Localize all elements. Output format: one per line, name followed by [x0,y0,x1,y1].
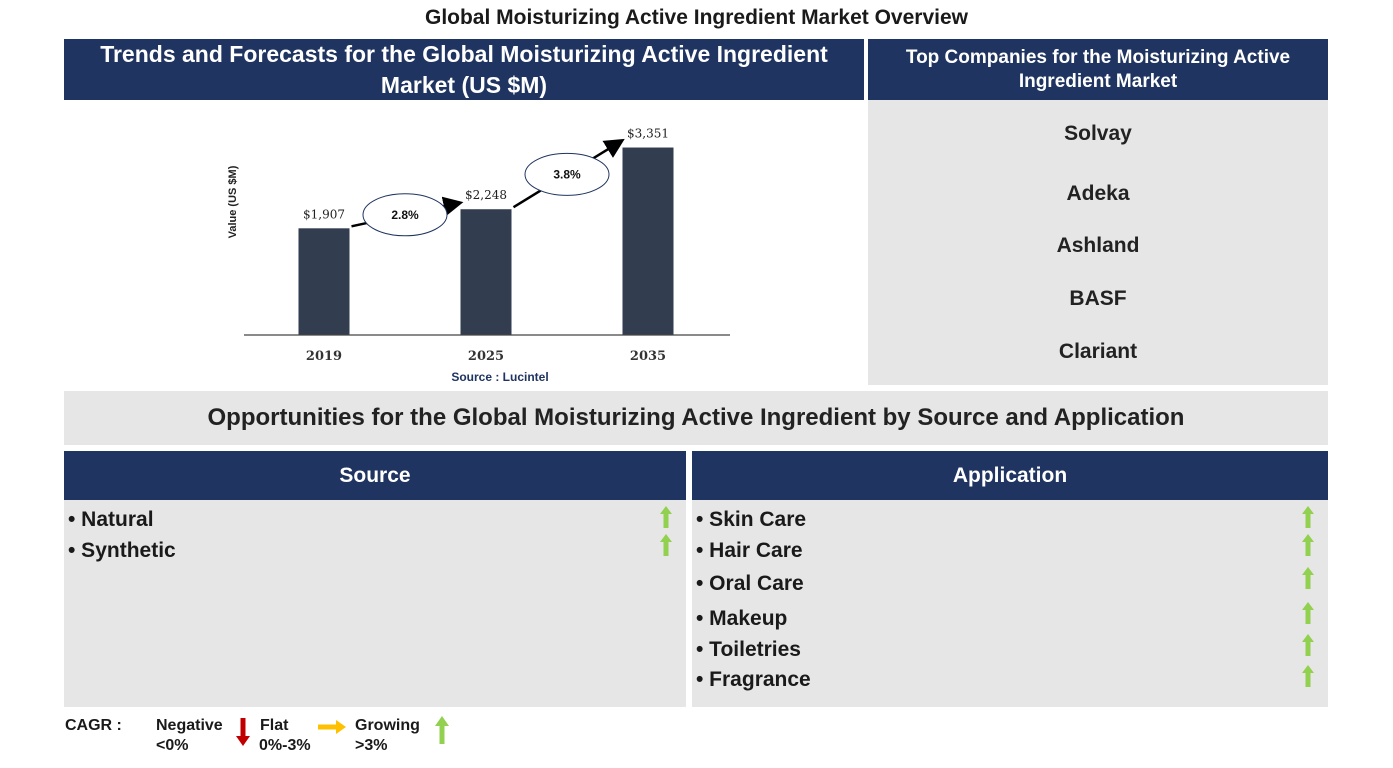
data-label: $2,248 [465,188,507,202]
source-item: • Natural [68,508,154,531]
source-list: • Natural • Synthetic [64,500,686,707]
company-item: Clariant [1058,340,1138,363]
company-item: Adeka [1066,182,1130,205]
application-item: • Makeup [696,607,788,630]
legend-negative-label: Negative [156,717,223,734]
application-item: • Toiletries [696,638,801,661]
application-item: • Skin Care [696,508,807,531]
up-arrow-icon [660,534,672,556]
company-item: BASF [1069,287,1127,310]
up-arrow-icon [1302,567,1314,589]
application-list: • Skin Care • Hair Care • Oral Care • Ma… [692,500,1328,707]
cagr-label: 2.8% [391,208,419,222]
application-item: • Hair Care [696,539,803,562]
application-item: • Fragrance [696,668,811,691]
page-title: Global Moisturizing Active Ingredient Ma… [424,6,968,29]
legend-negative-range: <0% [156,737,189,754]
companies-panel-title: Top Companies for the Moisturizing Activ… [868,39,1328,100]
legend-flat-label: Flat [260,717,289,734]
trend-panel-title: Trends and Forecasts for the Global Mois… [64,39,864,100]
bar-chart-svg: $1,907 2019 $2,248 2025 $3,351 2035 Value (US … [227,127,730,384]
application-item: • Oral Care [696,572,804,595]
x-tick-label: 2025 [468,349,504,364]
up-arrow-icon [1302,665,1314,687]
up-arrow-icon [435,716,449,744]
source-heading: Source [64,451,686,500]
legend-growing-range: >3% [355,737,388,754]
data-label: $1,907 [303,207,345,221]
right-arrow-icon [318,720,346,734]
legend-label: CAGR : [65,717,122,734]
legend-flat-range: 0%-3% [259,737,311,754]
y-axis-label: Value (US $M) [227,165,239,238]
market-chart: $1,907 2019 $2,248 2025 $3,351 2035 Value (US … [64,100,864,386]
up-arrow-icon [1302,602,1314,624]
legend-growing-label: Growing [355,717,420,734]
bar-2025 [460,209,512,335]
x-tick-label: 2035 [630,349,666,364]
companies-list: Solvay Adeka Ashland BASF Clariant [868,100,1328,385]
bar-2019 [298,228,350,335]
company-item: Ashland [1056,234,1140,257]
up-arrow-icon [1302,634,1314,656]
opportunities-title: Opportunities for the Global Moisturizin… [64,391,1328,445]
x-tick-label: 2019 [306,349,342,364]
chart-source: Source : Lucintel [451,370,548,384]
up-arrow-icon [660,506,672,528]
up-arrow-icon [1302,534,1314,556]
down-arrow-icon [236,718,250,746]
cagr-bubble [524,152,610,196]
data-label: $3,351 [627,127,669,141]
application-heading: Application [692,451,1328,500]
company-item: Solvay [1064,122,1132,145]
bar-2035 [622,147,674,335]
source-item: • Synthetic [68,539,176,562]
cagr-bubble [362,193,448,237]
up-arrow-icon [1302,506,1314,528]
cagr-label: 3.8% [553,167,581,181]
